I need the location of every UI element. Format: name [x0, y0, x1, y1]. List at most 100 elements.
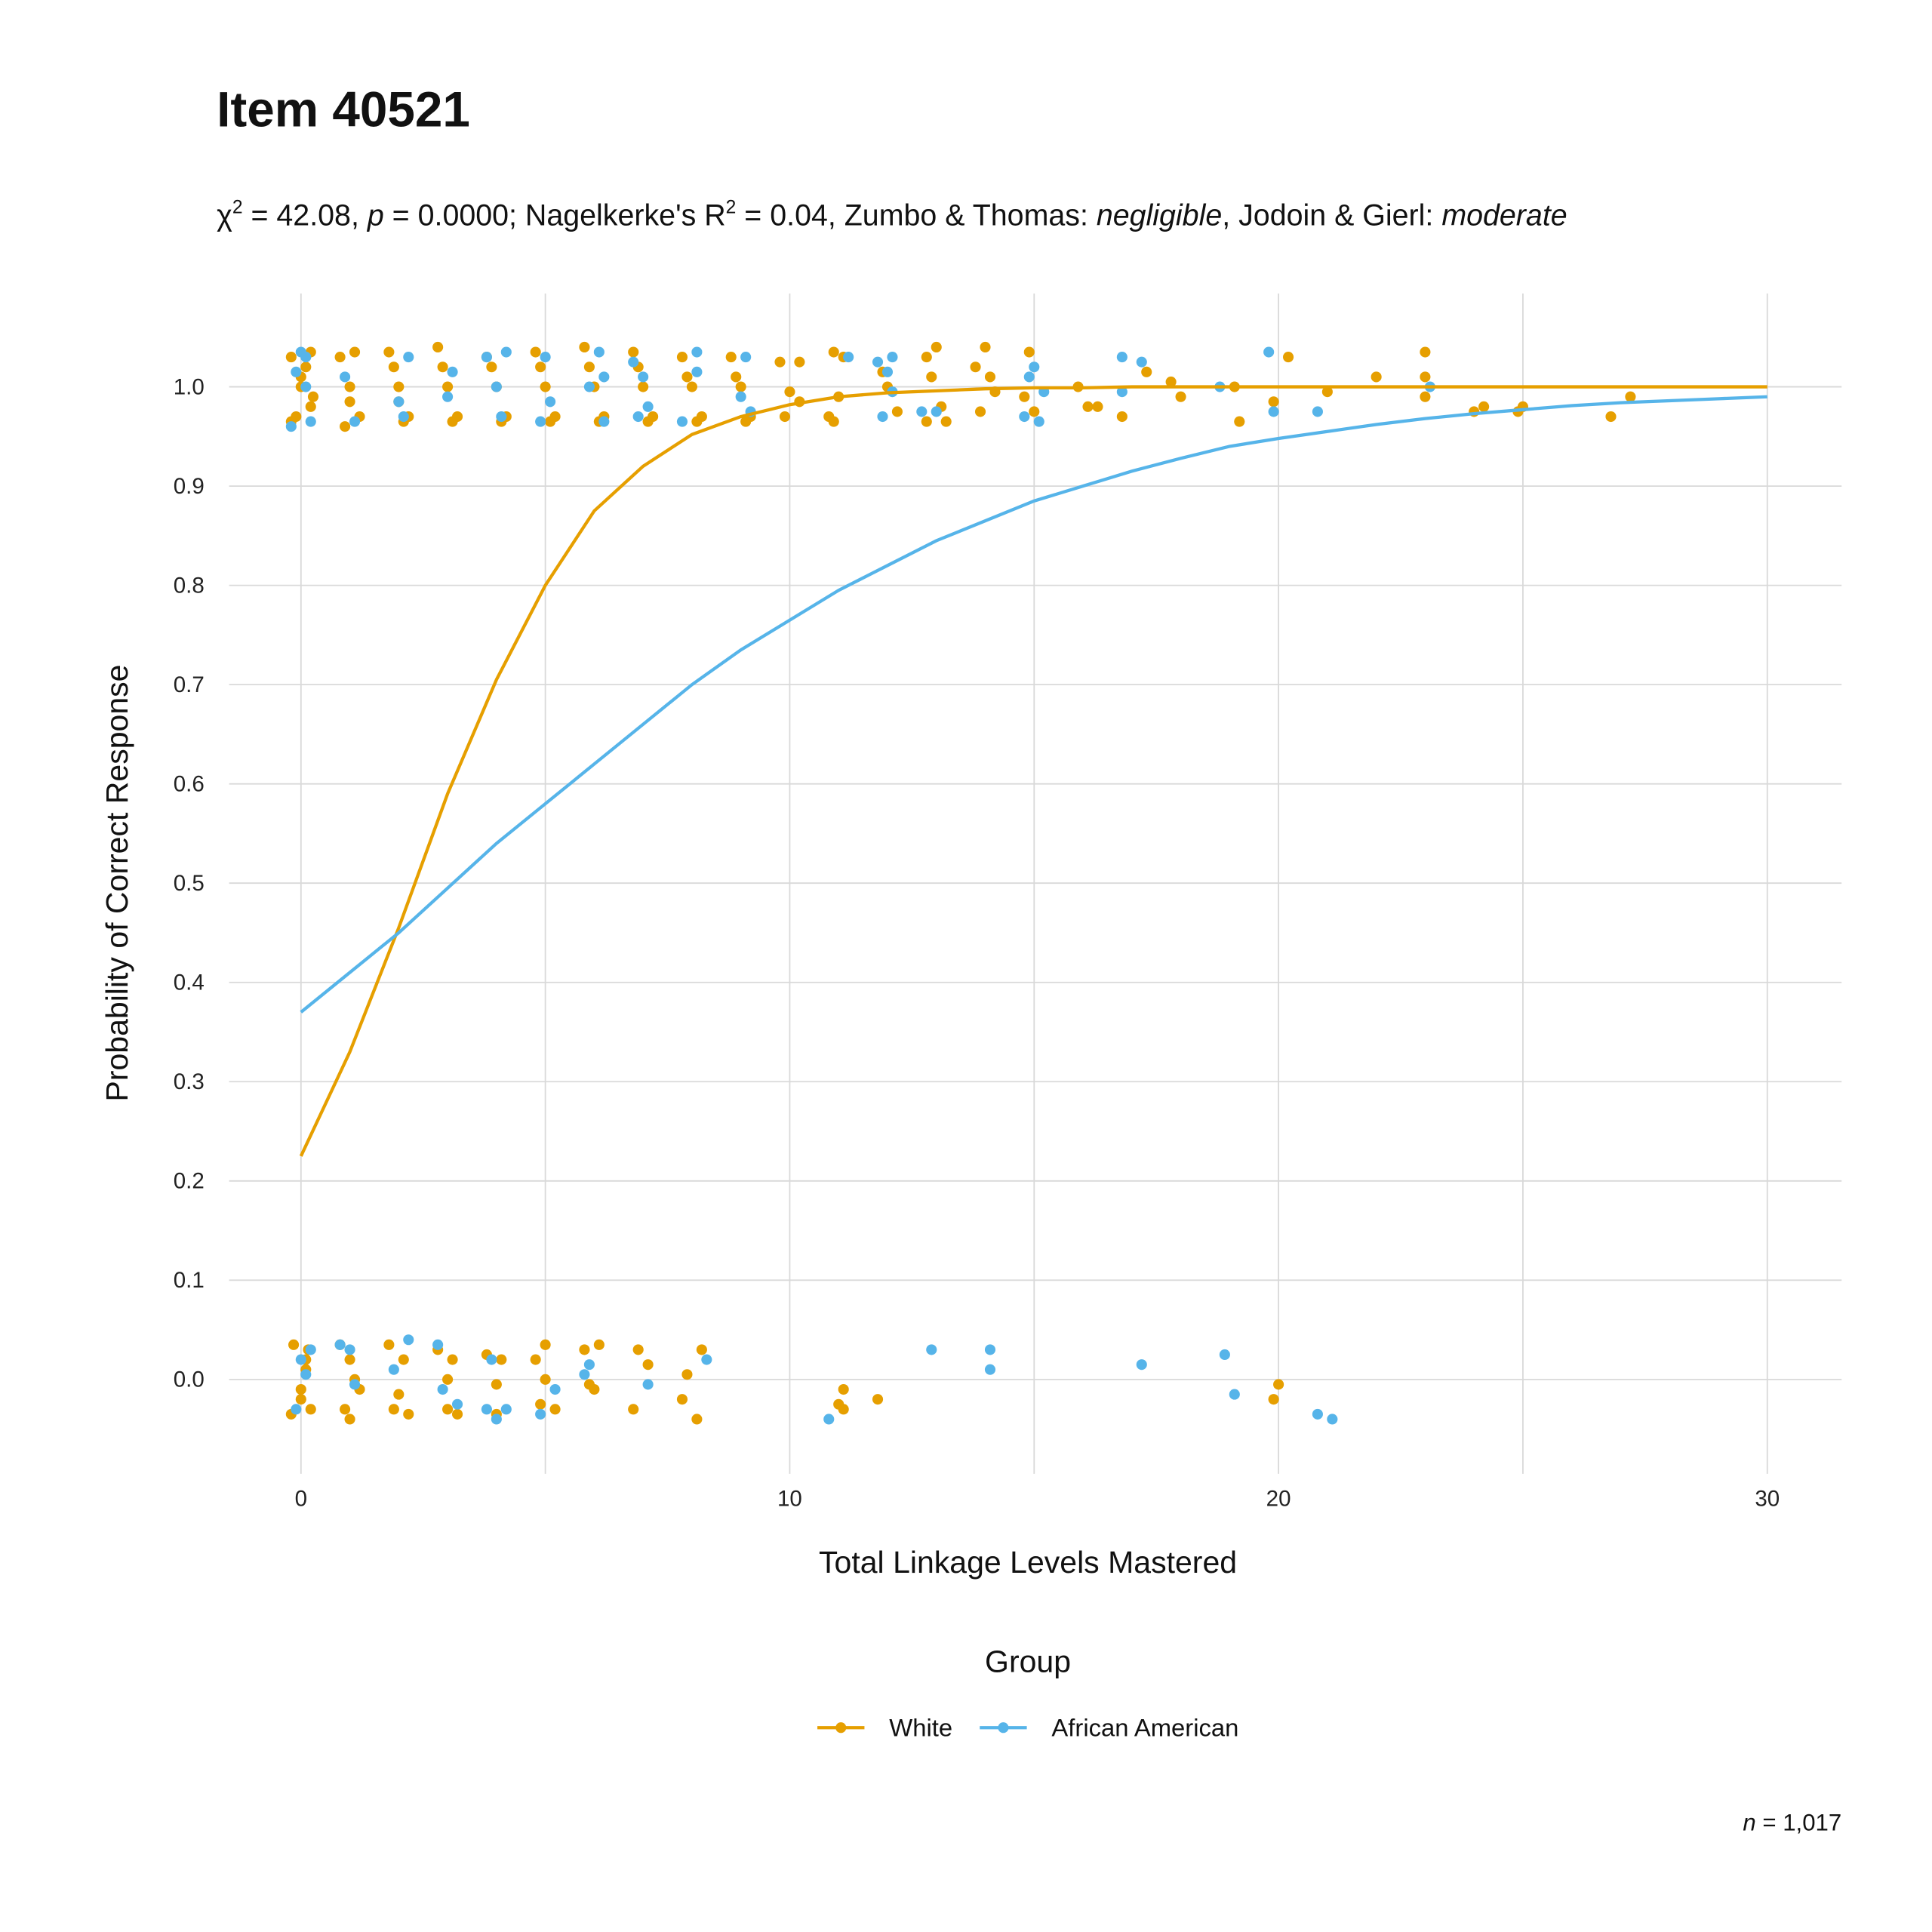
- point: [1327, 1414, 1338, 1425]
- point: [642, 1379, 654, 1390]
- point: [535, 361, 546, 373]
- point: [681, 371, 693, 383]
- point: [1478, 401, 1490, 412]
- point: [931, 341, 942, 353]
- point: [691, 346, 703, 358]
- point: [838, 1383, 849, 1395]
- y-tick-label: 0.2: [174, 1169, 205, 1194]
- point: [540, 381, 551, 392]
- point: [393, 381, 405, 392]
- point: [535, 1408, 546, 1420]
- point: [383, 1339, 395, 1350]
- point: [593, 1339, 605, 1350]
- point: [447, 416, 458, 427]
- point: [1141, 366, 1152, 377]
- point: [583, 1379, 595, 1390]
- point: [686, 381, 697, 392]
- point: [984, 1364, 996, 1375]
- point: [388, 361, 399, 373]
- point: [1116, 386, 1128, 398]
- point: [1082, 401, 1094, 412]
- point: [432, 1339, 444, 1350]
- point: [291, 366, 302, 377]
- point: [583, 1359, 595, 1371]
- point: [725, 352, 737, 363]
- point: [295, 1383, 306, 1395]
- point: [305, 1344, 316, 1355]
- point: [491, 381, 502, 392]
- point: [1268, 406, 1279, 417]
- point: [451, 1398, 463, 1410]
- point: [442, 381, 454, 392]
- point: [285, 421, 297, 432]
- point: [486, 1354, 497, 1365]
- point: [632, 411, 644, 423]
- point: [1263, 346, 1275, 358]
- point: [393, 1389, 405, 1400]
- point: [1029, 406, 1040, 417]
- subtitle-part: χ: [217, 199, 232, 232]
- point: [491, 1379, 502, 1390]
- point: [344, 1344, 355, 1355]
- point: [1116, 352, 1128, 363]
- point: [970, 361, 981, 373]
- point: [442, 1374, 454, 1385]
- point: [344, 396, 355, 408]
- point: [642, 416, 654, 427]
- point: [545, 396, 556, 408]
- point: [491, 1414, 502, 1425]
- y-axis-title: Probability of Correct Response: [100, 665, 134, 1102]
- y-tick-label: 0.9: [174, 474, 205, 499]
- point: [984, 371, 996, 383]
- point: [823, 1414, 835, 1425]
- point: [451, 1408, 463, 1420]
- point: [403, 1408, 414, 1420]
- point: [291, 1404, 302, 1415]
- legend-label: African American: [1051, 1714, 1238, 1742]
- point: [500, 346, 512, 358]
- point: [731, 371, 742, 383]
- point: [828, 416, 839, 427]
- point: [974, 406, 986, 417]
- point: [1283, 352, 1294, 363]
- point: [984, 1344, 996, 1355]
- y-tick-label: 0.1: [174, 1268, 205, 1293]
- point: [916, 406, 928, 417]
- point: [1312, 406, 1323, 417]
- point: [891, 406, 903, 417]
- point: [535, 1398, 546, 1410]
- point: [344, 381, 355, 392]
- legend-title: Group: [985, 1644, 1071, 1678]
- subtitle-part: , Jodoin & Gierl:: [1222, 199, 1441, 232]
- point: [691, 1414, 703, 1425]
- point: [579, 1344, 590, 1355]
- point: [1023, 371, 1035, 383]
- point: [681, 1369, 693, 1380]
- subtitle-part: = 0.04, Zumbo & Thomas:: [736, 199, 1096, 232]
- point: [881, 366, 894, 377]
- y-tick-label: 0.8: [174, 573, 205, 598]
- point: [300, 1369, 312, 1380]
- point: [784, 386, 795, 398]
- point: [676, 416, 688, 427]
- point: [340, 1404, 351, 1415]
- point: [735, 381, 746, 392]
- point: [691, 366, 703, 377]
- point: [349, 346, 361, 358]
- point: [1175, 391, 1186, 402]
- point: [388, 1364, 399, 1375]
- fit-line: [300, 395, 1767, 1014]
- subtitle-part: 2: [232, 197, 243, 217]
- point: [638, 381, 649, 392]
- caption: n = 1,017: [1743, 1809, 1841, 1835]
- point: [1229, 1389, 1240, 1400]
- legend-marker: [998, 1722, 1009, 1734]
- point: [921, 416, 932, 427]
- point: [838, 1404, 849, 1415]
- point: [887, 352, 898, 363]
- subtitle-part: = 42.08,: [243, 199, 368, 232]
- point: [340, 371, 351, 383]
- point: [628, 1404, 639, 1415]
- point: [1420, 371, 1431, 383]
